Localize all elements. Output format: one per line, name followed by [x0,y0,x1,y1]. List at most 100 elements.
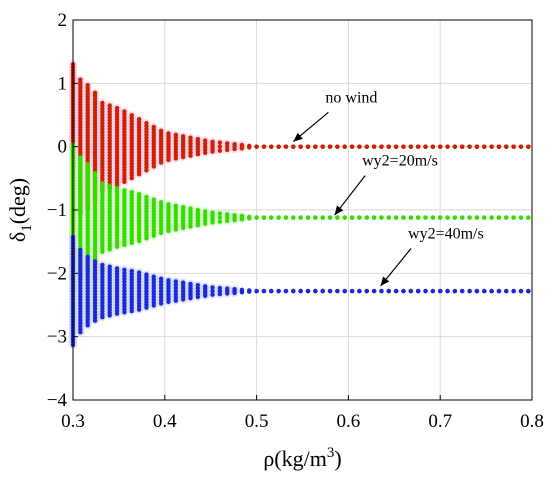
data-point [144,120,149,126]
data-point [151,124,156,130]
data-point [122,300,127,306]
data-point [313,144,318,149]
data-point [210,210,215,215]
data-point [107,264,112,269]
data-point [232,212,237,218]
data-point [357,288,362,294]
y-tick-label: −3 [47,327,67,348]
data-point [445,288,450,294]
data-point [305,288,311,294]
data-point [371,144,377,149]
data-point [173,295,179,300]
data-point [467,288,472,294]
y-axis-label: δ1(deg) [5,178,35,242]
y-tick-label: 1 [58,73,68,94]
data-point [276,288,281,294]
data-point [467,215,472,220]
data-point [496,288,502,294]
data-point [136,273,142,278]
data-point [100,100,105,106]
data-point [136,285,142,291]
data-point [386,144,391,149]
data-point [217,291,223,297]
data-point [144,272,149,277]
data-point [122,297,127,303]
data-point [225,212,230,217]
data-point [261,215,267,220]
data-point [452,144,458,149]
data-point [239,287,245,293]
data-point [379,144,384,149]
data-point [320,288,325,294]
data-point [335,288,340,294]
data-point [474,215,480,220]
data-point [298,215,303,220]
data-point [122,267,127,273]
data-point [320,215,325,220]
data-point [349,144,355,149]
data-point [232,142,237,147]
data-point [158,128,164,133]
data-point [460,288,465,294]
data-point [202,150,208,155]
data-point [195,136,201,142]
data-point [158,206,164,211]
data-point [261,288,267,294]
data-point [195,282,201,288]
x-tick-label: 0.5 [245,411,269,432]
data-point [276,215,281,220]
data-point [511,215,516,220]
annotation-label: wy2=40m/s [408,226,484,243]
data-point [85,254,90,260]
data-point [122,282,127,288]
data-point [202,215,208,220]
data-point [364,288,369,294]
data-point [210,288,215,294]
axis-ticks: 0.3 0.4 0.5 0.6 0.7 0.8 −4 −3 −2 −1 0 1 2 [47,10,544,432]
data-point [114,105,120,111]
data-point [371,215,377,220]
data-point [225,144,230,149]
data-point [504,215,509,220]
data-point [202,144,208,149]
data-point [122,273,127,279]
data-point [430,144,436,149]
data-point [364,215,369,220]
data-point [217,288,223,294]
data-point [180,280,186,285]
data-point [158,282,164,288]
x-tick-label: 0.7 [428,411,452,432]
data-point [496,144,502,149]
data-point [489,215,494,220]
data-point [283,215,289,220]
data-point [173,203,179,208]
data-point [225,141,230,146]
data-point [254,144,259,149]
data-point [430,288,436,294]
data-point [320,144,325,149]
data-point [107,103,112,108]
data-point [511,144,516,149]
data-point [438,288,443,294]
data-point [217,211,223,216]
data-point [158,301,164,306]
data-point [379,215,384,220]
data-point [349,288,355,294]
data-point [518,144,524,149]
data-point [217,148,223,153]
data-point [100,262,105,268]
x-tick-label: 0.4 [153,411,177,432]
data-point [158,291,164,297]
data-point [107,183,112,189]
data-point [327,215,333,220]
data-point [122,307,127,312]
data-point [158,209,164,214]
data-point [305,144,311,149]
data-point [393,215,399,220]
data-point [188,135,193,140]
data-point [474,144,480,149]
data-point [239,142,245,148]
data-point [158,295,164,300]
data-point [180,205,186,210]
data-point [482,144,487,149]
